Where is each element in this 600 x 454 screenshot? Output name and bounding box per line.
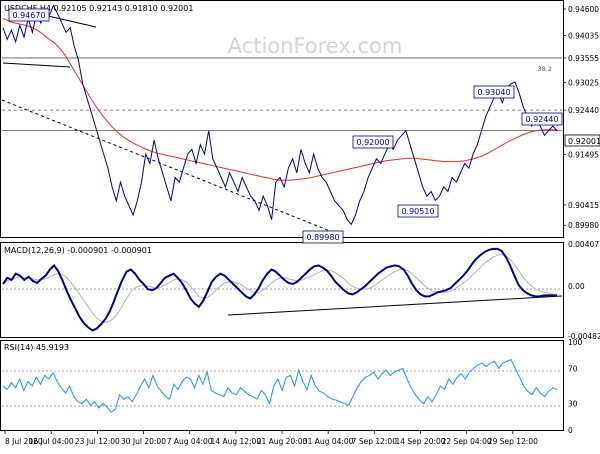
price-y-tick-label: 0.89980 [568, 221, 599, 230]
price-panel-frame [0, 0, 564, 238]
macd-signal-line [2, 253, 558, 323]
price-label-text: 0.93040 [477, 88, 510, 97]
price-y-tick-label: 0.92440 [568, 106, 599, 115]
dashed-trendline [1, 99, 341, 236]
x-tick-label: 31 Aug 04:00 [303, 437, 354, 446]
rsi-y-axis: 100 70 30 0 [568, 338, 583, 435]
x-tick-label: 21 Aug 20:00 [257, 437, 308, 446]
price-y-tick-label: 0.94035 [568, 31, 599, 40]
price-label-2: 0.92000 [352, 135, 394, 149]
rsi-y-tick-label: 30 [568, 400, 578, 409]
macd-y-axis: 0.004071 0.00 -0.004829 [568, 240, 600, 341]
price-y-tick-label: 0.94600 [568, 5, 599, 14]
rsi-line [2, 358, 558, 414]
x-tick-label: 14 Sep 20:00 [395, 437, 445, 446]
price-label-1: 0.94670 [8, 8, 50, 22]
price-label-text: 0.92000 [356, 138, 389, 147]
x-tick-label: 30 Jul 20:00 [121, 437, 166, 446]
current-price-text: 0.92001 [568, 137, 600, 146]
top-trendline [47, 15, 97, 28]
rsi-y-tick-label: 100 [568, 338, 583, 347]
price-y-tick-label: 0.93025 [568, 79, 599, 88]
macd-y-tick-label: -0.004829 [568, 332, 600, 341]
macd-line [2, 247, 557, 332]
fib-level-label: 38.2 [538, 65, 552, 73]
bottom-trendline-left [2, 62, 71, 68]
price-label-4: 0.92440 [521, 112, 563, 126]
price-label-5: 0.90510 [397, 204, 439, 218]
rsi-panel-frame [0, 340, 564, 431]
x-tick-label: 8 Jul 2020 [5, 437, 43, 446]
macd-trendline [227, 295, 563, 316]
macd-y-tick-label: 0.00 [568, 282, 585, 291]
price-label-text: 0.94670 [12, 11, 45, 20]
rsi-y-tick-label: 0 [568, 426, 573, 435]
price-label-text: 0.92440 [525, 115, 558, 124]
x-tick-label: 22 Sep 04:00 [442, 437, 492, 446]
moving-average-line [2, 17, 557, 181]
price-y-axis: 0.94600 0.94035 0.93555 0.93025 0.92440 0.914… [563, 5, 599, 230]
price-label-text: 0.89980 [306, 233, 339, 242]
symbol-header: USDCHF,H4 0.92105 0.92143 0.91810 0.9200… [4, 4, 193, 13]
rsi-y-tick-label: 70 [568, 364, 578, 373]
price-label-3: 0.93040 [473, 85, 515, 99]
x-tick-label: 7 Aug 04:00 [167, 437, 213, 446]
x-tick-label: 14 Aug 12:00 [211, 437, 262, 446]
macd-panel-frame [0, 242, 564, 338]
x-tick-label: 23 Jul 12:00 [75, 437, 120, 446]
rsi-title: RSI(14) 45.9193 [4, 343, 69, 352]
price-y-tick-label: 0.90415 [568, 201, 599, 210]
x-tick-label: 7 Sep 12:00 [352, 437, 398, 446]
price-y-tick-label: 0.91495 [568, 150, 599, 159]
price-label-text: 0.90510 [401, 207, 434, 216]
price-y-tick-label: 0.93555 [568, 54, 599, 63]
price-line [2, 4, 558, 226]
macd-title: MACD(12,26,9) -0.000901 -0.000901 [4, 246, 152, 255]
macd-y-tick-label: 0.004071 [568, 240, 600, 249]
price-level-lines [2, 57, 562, 132]
x-tick-label: 16 Jul 04:00 [29, 437, 74, 446]
watermark: ActionForex.com [228, 34, 403, 58]
price-label-6: 0.89980 [302, 230, 344, 244]
x-tick-label: 29 Sep 12:00 [488, 437, 538, 446]
current-price-marker: 0.92001 [564, 134, 600, 147]
